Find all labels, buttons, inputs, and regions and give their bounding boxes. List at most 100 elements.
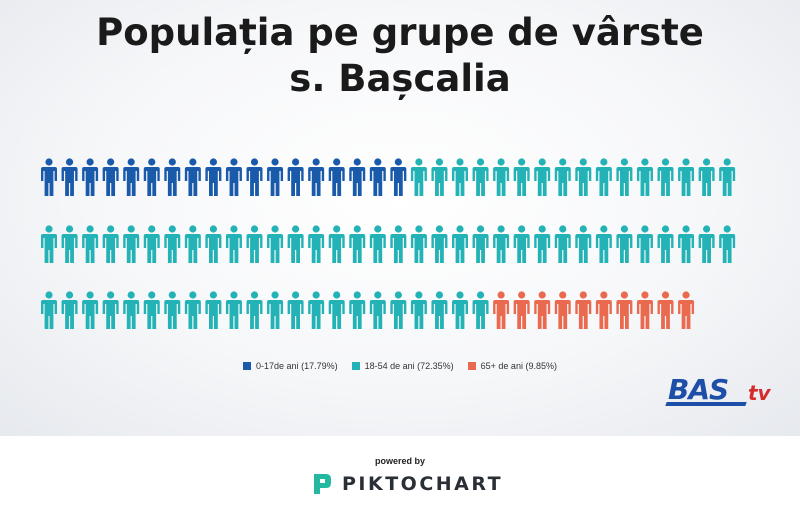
- logo-tv-text: tv: [748, 381, 771, 405]
- person-icon: [636, 225, 653, 263]
- person-icon: [390, 158, 407, 196]
- person-icon: [267, 225, 284, 263]
- footer: powered by PIKTOCHART: [0, 436, 800, 516]
- person-icon: [410, 291, 427, 329]
- person-icon: [308, 225, 325, 263]
- piktochart-wordmark: PIKTOCHART: [342, 473, 504, 495]
- person-icon: [267, 291, 284, 329]
- person-icon: [657, 225, 674, 263]
- person-icon: [349, 225, 366, 263]
- chart-title: Populația pe grupe de vârste s. Bașcalia: [0, 10, 800, 102]
- person-icon: [41, 158, 57, 196]
- person-icon: [513, 158, 530, 196]
- bastv-logo: BAS tv: [665, 373, 784, 408]
- person-icon: [287, 158, 304, 196]
- person-icon: [61, 158, 78, 196]
- person-icon: [472, 291, 489, 329]
- legend-item: 18-54 de ani (72.35%): [351, 361, 454, 371]
- person-icon: [184, 291, 201, 329]
- legend-swatch: [243, 362, 252, 370]
- logo-underline: [665, 402, 747, 406]
- person-icon: [678, 158, 695, 196]
- person-icon: [431, 291, 448, 329]
- person-icon: [678, 291, 695, 329]
- person-icon: [143, 225, 160, 263]
- person-icon: [472, 225, 489, 263]
- person-icon: [554, 158, 571, 196]
- person-icon: [493, 158, 510, 196]
- person-icon: [287, 291, 304, 329]
- pictogram-chart: [41, 158, 736, 329]
- person-icon: [41, 291, 57, 329]
- person-icon: [616, 225, 633, 263]
- person-icon: [431, 158, 448, 196]
- person-icon: [164, 158, 181, 196]
- person-icon: [164, 225, 181, 263]
- person-icon: [246, 225, 263, 263]
- legend-swatch: [351, 362, 360, 370]
- person-icon: [575, 158, 592, 196]
- person-icon: [102, 225, 119, 263]
- legend-label: 0-17de ani (17.79%): [256, 361, 338, 371]
- person-icon: [123, 158, 140, 196]
- person-icon: [719, 225, 736, 263]
- person-icon: [513, 291, 530, 329]
- person-icon: [698, 158, 715, 196]
- person-icon: [82, 225, 99, 263]
- person-icon: [698, 225, 715, 263]
- person-icon: [719, 158, 736, 196]
- person-icon: [452, 225, 468, 263]
- powered-by-label: powered by: [374, 456, 425, 466]
- person-icon: [369, 225, 386, 263]
- person-icon: [452, 291, 468, 329]
- person-icon: [287, 225, 304, 263]
- person-icon: [616, 291, 633, 329]
- person-icon: [390, 291, 407, 329]
- person-icon: [595, 291, 612, 329]
- logo-bas-text: BAS: [668, 373, 729, 406]
- person-icon: [82, 291, 99, 329]
- person-icon: [349, 158, 366, 196]
- person-icon: [41, 225, 57, 263]
- person-icon: [410, 158, 427, 196]
- person-icon: [595, 158, 612, 196]
- person-icon: [205, 291, 222, 329]
- legend-label: 65+ de ani (9.85%): [480, 361, 557, 371]
- person-icon: [225, 158, 242, 196]
- person-icon: [657, 291, 674, 329]
- person-icon: [493, 225, 510, 263]
- person-icon: [308, 291, 325, 329]
- legend-swatch: [467, 362, 476, 370]
- person-icon: [246, 291, 263, 329]
- title-line-2: s. Bașcalia: [289, 57, 511, 100]
- person-icon: [328, 158, 345, 196]
- person-icon: [431, 225, 448, 263]
- person-icon: [616, 158, 633, 196]
- person-icon: [123, 291, 140, 329]
- person-icon: [575, 291, 592, 329]
- title-line-1: Populația pe grupe de vârste: [96, 11, 704, 54]
- person-icon: [102, 158, 119, 196]
- person-icon: [493, 291, 510, 329]
- person-icon: [225, 225, 242, 263]
- person-icon: [390, 225, 407, 263]
- person-icon: [143, 158, 160, 196]
- person-icon: [534, 291, 551, 329]
- person-icon: [61, 291, 78, 329]
- person-icon: [410, 225, 427, 263]
- person-icon: [678, 225, 695, 263]
- person-icon: [82, 158, 99, 196]
- person-icon: [184, 225, 201, 263]
- legend-label: 18-54 de ani (72.35%): [364, 361, 454, 371]
- person-icon: [205, 225, 222, 263]
- person-icon: [184, 158, 201, 196]
- person-icon: [102, 291, 119, 329]
- infographic-panel: Populația pe grupe de vârste s. Bașcalia…: [0, 0, 800, 436]
- person-icon: [636, 158, 653, 196]
- person-icon: [123, 225, 140, 263]
- person-icon: [636, 291, 653, 329]
- person-icon: [534, 225, 551, 263]
- piktochart-brand[interactable]: PIKTOCHART: [310, 470, 503, 498]
- person-icon: [328, 291, 345, 329]
- person-icon: [513, 225, 530, 263]
